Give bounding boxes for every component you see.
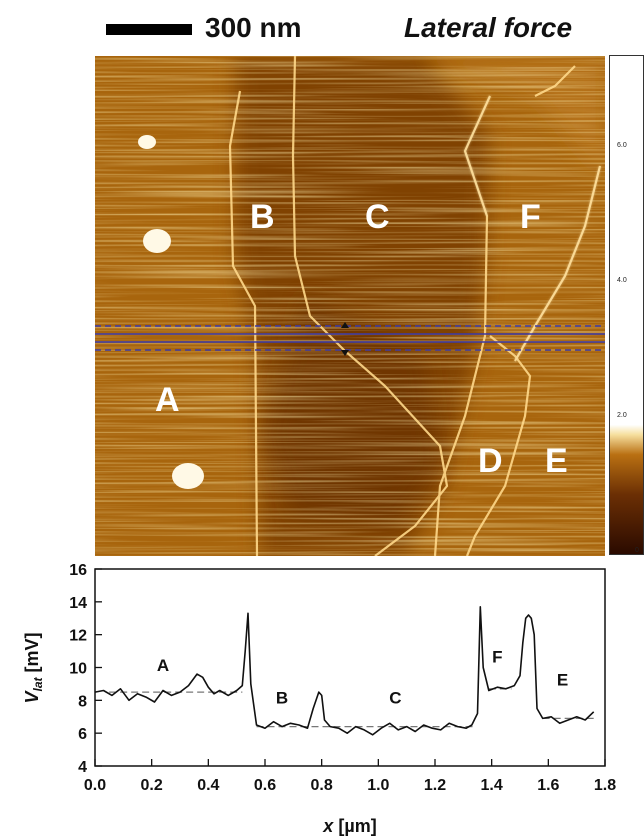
region-label-b: B (250, 198, 275, 236)
x-tick-label: 1.2 (424, 777, 446, 794)
particle-1 (138, 135, 156, 149)
region-label-a: A (155, 381, 180, 419)
region-label-d: D (478, 442, 503, 480)
colorbar-tick-6: 6.0 (617, 142, 627, 149)
region-label-f: F (520, 198, 541, 236)
y-tick-label: 12 (69, 628, 87, 645)
annotation-label: A (157, 656, 169, 675)
y-axis-subscript: lat (31, 677, 45, 692)
y-axis-unit: [mV] (22, 632, 42, 672)
cursor-marker-down (341, 350, 349, 356)
annotation-label: F (492, 648, 502, 667)
x-tick-label: 0.4 (197, 777, 219, 794)
boundary-f-upper (534, 65, 576, 97)
afm-image: A B C D E F (95, 56, 605, 556)
profile-cursor (95, 325, 605, 351)
colorbar-tick-4: 4.0 (617, 277, 627, 284)
x-axis-label: x [µm] (322, 816, 376, 836)
y-tick-label: 14 (69, 595, 87, 612)
annotations: A B C F E (157, 648, 568, 708)
particle-2 (143, 229, 171, 253)
annotation-label: C (389, 689, 401, 708)
region-label-c: C (365, 198, 390, 236)
scale-bar (106, 24, 192, 35)
y-axis-symbol: V (22, 690, 42, 704)
afm-streak-texture (95, 56, 605, 556)
plot-frame (94, 568, 606, 767)
annotation-label: B (276, 689, 288, 708)
y-tick-label: 6 (78, 726, 87, 743)
profile-line (94, 606, 595, 736)
region-label-e: E (545, 442, 568, 480)
x-tick-label: 0.2 (141, 777, 163, 794)
x-axis-unit: [µm] (338, 816, 376, 836)
x-axis-symbol: x (322, 816, 334, 836)
annotation-label: E (557, 671, 568, 690)
boundary-d-e (465, 335, 532, 556)
x-tick-label: 0.0 (84, 777, 106, 794)
x-tick-label: 0.8 (311, 777, 333, 794)
y-axis-label: Vlat [mV] (22, 632, 45, 703)
panel-title: Lateral force (404, 12, 573, 43)
x-tick-label: 1.0 (367, 777, 389, 794)
boundary-a-b (228, 90, 259, 556)
y-tick-label: 4 (78, 759, 87, 776)
x-axis: 0.0 0.2 0.4 0.6 0.8 1.0 1.2 1.4 1.6 1.8 (84, 759, 616, 794)
y-tick-label: 10 (69, 661, 87, 678)
colorbar-tick-2: 2.0 (617, 412, 627, 419)
colorbar-tick-0: 0 (635, 547, 639, 554)
x-tick-label: 1.4 (481, 777, 503, 794)
boundary-b-c (291, 56, 449, 556)
y-axis: 4 6 8 10 12 14 16 (69, 562, 102, 776)
x-tick-label: 0.6 (254, 777, 276, 794)
profile-chart: 4 6 8 10 12 14 16 0.0 0.2 0.4 0.6 0.8 1.0 1.2 1.4 1.6 1… (22, 562, 616, 836)
reference-lines (109, 688, 594, 728)
y-tick-label: 16 (69, 562, 87, 579)
cursor-marker-up (341, 322, 349, 328)
particle-3 (172, 463, 204, 489)
y-tick-label: 8 (78, 693, 87, 710)
colorbar: 6.0 4.0 2.0 0 (609, 55, 644, 555)
x-tick-label: 1.8 (594, 777, 616, 794)
x-tick-label: 1.6 (537, 777, 559, 794)
scale-label: 300 nm (205, 12, 302, 43)
